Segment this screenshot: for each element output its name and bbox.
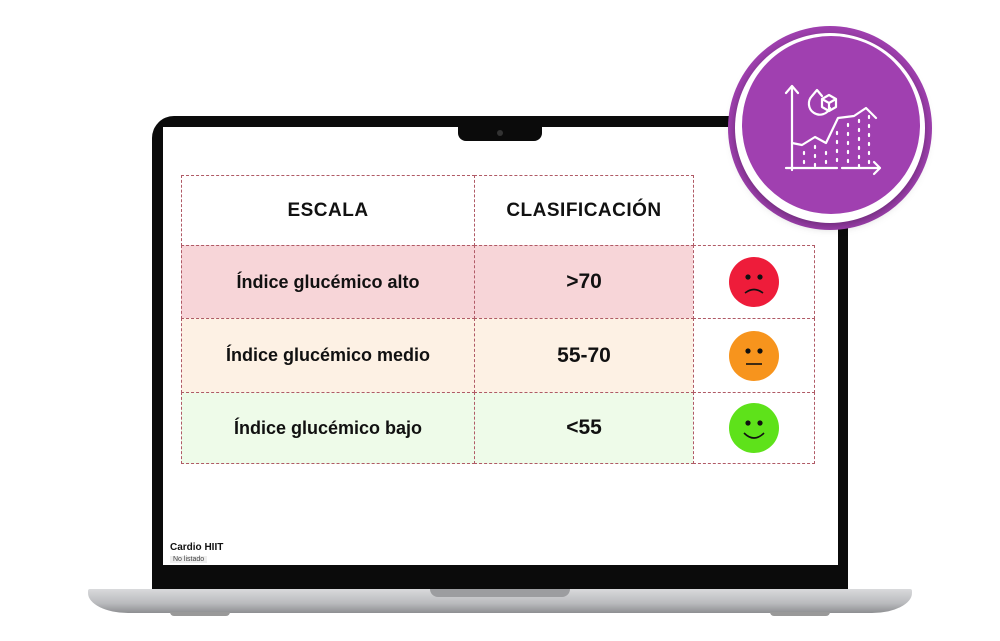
laptop-foot <box>170 612 230 616</box>
row-value: 55-70 <box>474 318 694 393</box>
row-value: <55 <box>474 392 694 464</box>
visibility-badge: No listado <box>170 556 208 563</box>
row-face-cell <box>693 392 815 464</box>
laptop-foot <box>770 612 830 616</box>
row-value: >70 <box>474 245 694 319</box>
camera-icon <box>497 130 503 136</box>
glucose-chart-icon <box>784 84 882 176</box>
row-face-cell <box>693 245 815 319</box>
laptop-lip <box>430 589 570 597</box>
video-title[interactable]: Cardio HIIT <box>170 542 224 553</box>
header-escala: ESCALA <box>181 175 475 246</box>
header-clasificacion: CLASIFICACIÓN <box>474 175 694 246</box>
happy-face-icon <box>729 403 779 453</box>
row-label: Índice glucémico alto <box>181 245 475 319</box>
badge <box>742 36 920 214</box>
neutral-face-icon <box>729 330 779 381</box>
sad-face-icon <box>729 257 779 307</box>
row-label: Índice glucémico bajo <box>181 392 475 464</box>
row-label: Índice glucémico medio <box>181 318 475 393</box>
row-face-cell <box>693 318 815 393</box>
